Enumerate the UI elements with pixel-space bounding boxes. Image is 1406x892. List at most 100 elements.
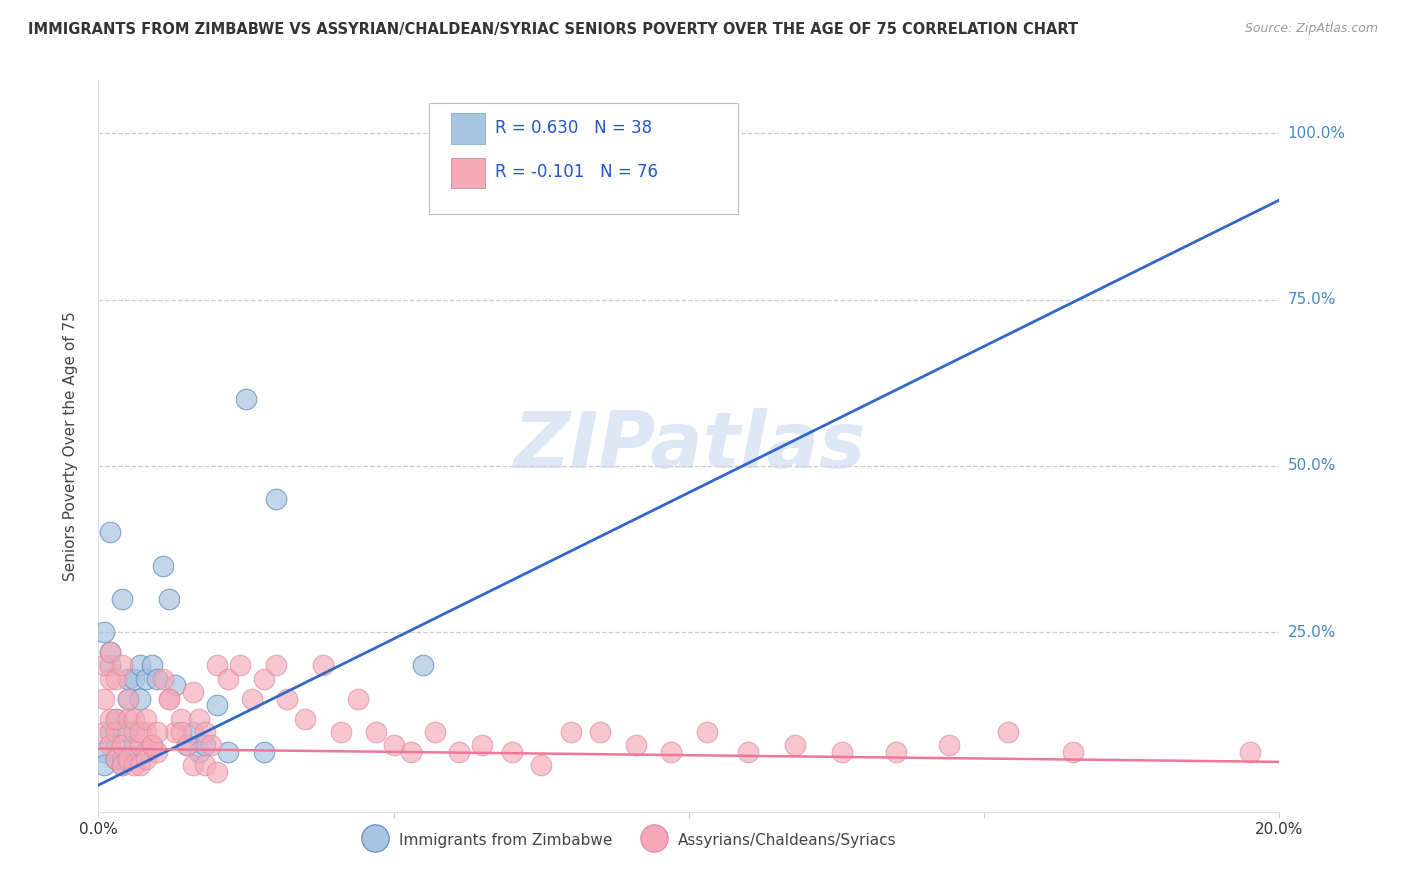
Point	[128, 725, 150, 739]
Point	[165, 725, 187, 739]
Text: IMMIGRANTS FROM ZIMBABWE VS ASSYRIAN/CHALDEAN/SYRIAC SENIORS POVERTY OVER THE AG: IMMIGRANTS FROM ZIMBABWE VS ASSYRIAN/CHA…	[28, 22, 1078, 37]
Text: 75.0%: 75.0%	[1288, 293, 1336, 307]
Point	[122, 758, 145, 772]
Point	[170, 725, 193, 739]
Point	[1062, 745, 1084, 759]
Point	[560, 725, 582, 739]
Point	[141, 658, 163, 673]
Point	[93, 745, 115, 759]
Point	[312, 658, 335, 673]
Text: 25.0%: 25.0%	[1288, 624, 1336, 640]
Point	[205, 698, 228, 713]
Point	[117, 672, 139, 686]
Point	[737, 745, 759, 759]
Point	[382, 738, 405, 752]
Point	[785, 738, 807, 752]
Point	[176, 738, 198, 752]
Point	[98, 738, 121, 752]
Point	[181, 725, 204, 739]
Point	[135, 672, 157, 686]
Point	[117, 691, 139, 706]
Point	[98, 658, 121, 673]
Point	[146, 745, 169, 759]
Point	[128, 758, 150, 772]
Point	[217, 745, 239, 759]
Point	[589, 725, 612, 739]
Point	[98, 645, 121, 659]
Point	[194, 758, 217, 772]
Point	[412, 658, 434, 673]
Point	[141, 738, 163, 752]
Point	[157, 591, 180, 606]
Point	[157, 691, 180, 706]
Point	[93, 725, 115, 739]
Point	[105, 725, 128, 739]
Point	[105, 751, 128, 765]
Point	[146, 725, 169, 739]
Point	[187, 712, 209, 726]
Point	[111, 738, 134, 752]
Point	[111, 751, 134, 765]
Text: ZIPatlas: ZIPatlas	[513, 408, 865, 484]
Point	[205, 764, 228, 779]
Point	[128, 738, 150, 752]
Point	[624, 738, 647, 752]
Point	[105, 751, 128, 765]
Point	[235, 392, 257, 407]
Point	[471, 738, 494, 752]
Point	[122, 725, 145, 739]
Point	[194, 725, 217, 739]
Y-axis label: Seniors Poverty Over the Age of 75: Seniors Poverty Over the Age of 75	[63, 311, 77, 581]
Point	[135, 712, 157, 726]
Point	[501, 745, 523, 759]
Point	[678, 127, 700, 141]
Point	[884, 745, 907, 759]
Point	[240, 691, 263, 706]
Point	[659, 745, 682, 759]
Point	[152, 558, 174, 573]
Point	[401, 745, 423, 759]
Point	[264, 492, 287, 507]
Point	[938, 738, 960, 752]
Point	[165, 678, 187, 692]
Point	[98, 672, 121, 686]
Point	[447, 745, 470, 759]
Point	[122, 738, 145, 752]
Point	[831, 745, 853, 759]
Point	[128, 691, 150, 706]
Point	[93, 625, 115, 640]
Point	[187, 745, 209, 759]
Point	[111, 658, 134, 673]
Point	[98, 712, 121, 726]
Point	[170, 712, 193, 726]
Point	[111, 758, 134, 772]
Point	[364, 725, 387, 739]
Point	[530, 758, 553, 772]
Text: 50.0%: 50.0%	[1288, 458, 1336, 474]
Point	[696, 725, 718, 739]
Point	[205, 658, 228, 673]
Point	[128, 658, 150, 673]
Point	[141, 738, 163, 752]
Point	[423, 725, 446, 739]
Point	[194, 738, 217, 752]
Point	[98, 525, 121, 540]
Point	[347, 691, 370, 706]
Point	[117, 725, 139, 739]
Point	[264, 658, 287, 673]
Point	[253, 745, 276, 759]
Point	[229, 658, 252, 673]
Point	[105, 738, 128, 752]
Text: Source: ZipAtlas.com: Source: ZipAtlas.com	[1244, 22, 1378, 36]
Point	[122, 712, 145, 726]
Point	[157, 691, 180, 706]
Text: R = -0.101   N = 76: R = -0.101 N = 76	[495, 163, 658, 181]
Point	[997, 725, 1019, 739]
Point	[135, 745, 157, 759]
Point	[135, 751, 157, 765]
Point	[294, 712, 316, 726]
Point	[105, 672, 128, 686]
Point	[176, 738, 198, 752]
Text: 100.0%: 100.0%	[1288, 126, 1346, 141]
Point	[93, 691, 115, 706]
